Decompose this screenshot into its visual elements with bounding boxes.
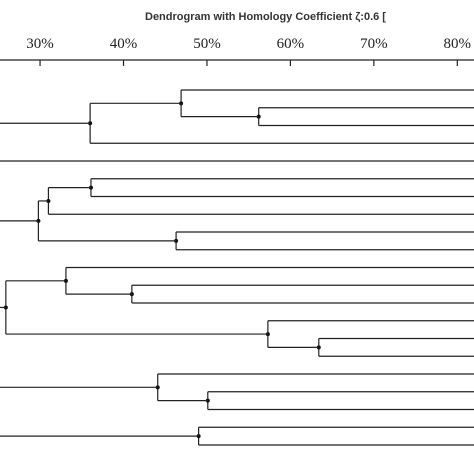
x-tick-label: 40% [110, 36, 138, 52]
x-tick-label: 80% [444, 36, 472, 52]
chart-title: Dendrogram with Homology Coefficient ζ:0… [145, 11, 386, 23]
x-tick-label: 70% [360, 36, 388, 52]
x-tick-label: 30% [26, 36, 54, 52]
x-tick-label: 60% [277, 36, 305, 52]
x-tick-label: 50% [193, 36, 221, 52]
